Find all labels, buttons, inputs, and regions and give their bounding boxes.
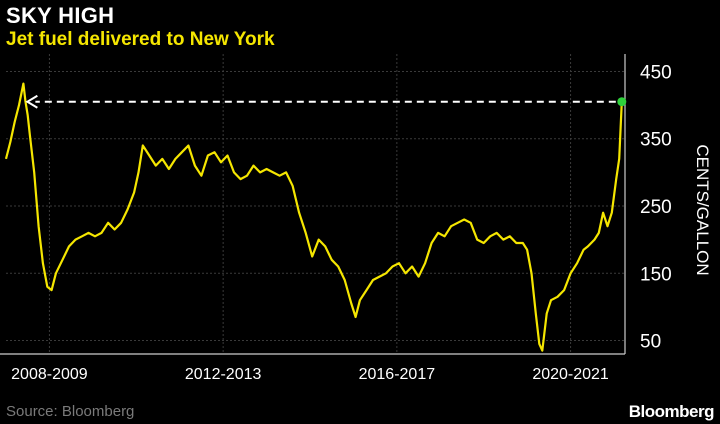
x-tick-label: 2020-2021 [532,366,609,383]
bloomberg-logo: Bloomberg [628,402,715,421]
x-tick-label: 2008-2009 [11,366,88,383]
axes: 50 150 250 350 450 2008-2009 2012-2013 2016-201… [0,54,712,383]
annotation-layer [25,94,627,109]
y-tick-label: 450 [640,62,672,83]
y-axis-label: CENTS/GALLON [693,144,712,275]
latest-price-marker [617,97,627,107]
chart-title: SKY HIGH [6,3,115,28]
y-tick-label: 350 [640,130,672,151]
chart-subtitle: Jet fuel delivered to New York [6,29,275,50]
source-note: Source: Bloomberg [6,403,135,420]
y-tick-label: 150 [640,264,672,285]
series-layer [4,82,623,352]
y-tick-label: 50 [640,332,661,353]
series-line-jet-fuel [4,82,623,352]
y-tick-label: 250 [640,197,672,218]
x-tick-label: 2016-2017 [359,366,436,383]
gridlines [6,54,625,354]
arrow-head-icon [25,94,38,109]
x-tick-label: 2012-2013 [185,366,262,383]
